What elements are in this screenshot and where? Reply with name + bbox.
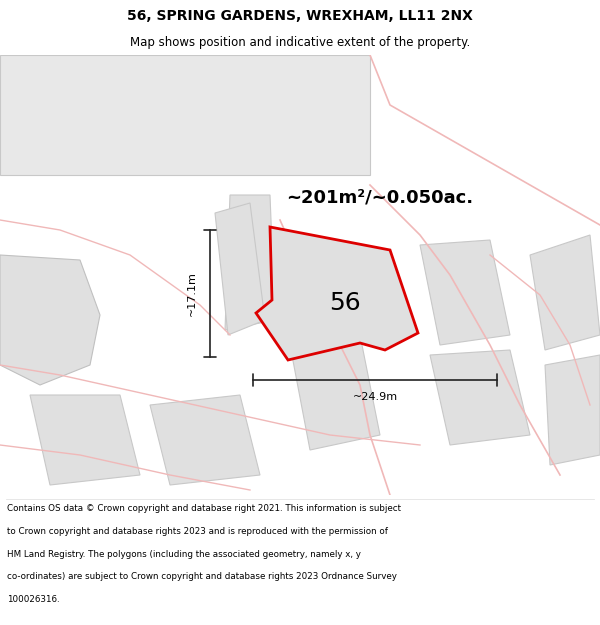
Text: 56, SPRING GARDENS, WREXHAM, LL11 2NX: 56, SPRING GARDENS, WREXHAM, LL11 2NX <box>127 9 473 24</box>
Polygon shape <box>215 203 265 335</box>
Polygon shape <box>420 240 510 345</box>
Polygon shape <box>225 195 275 330</box>
Text: ~24.9m: ~24.9m <box>352 392 398 402</box>
Text: Contains OS data © Crown copyright and database right 2021. This information is : Contains OS data © Crown copyright and d… <box>7 504 401 513</box>
Text: ~201m²/~0.050ac.: ~201m²/~0.050ac. <box>286 189 473 207</box>
Polygon shape <box>0 55 370 175</box>
Polygon shape <box>290 335 380 450</box>
Polygon shape <box>0 255 100 385</box>
Polygon shape <box>430 350 530 445</box>
Text: to Crown copyright and database rights 2023 and is reproduced with the permissio: to Crown copyright and database rights 2… <box>7 527 388 536</box>
Text: 100026316.: 100026316. <box>7 595 60 604</box>
Text: 56: 56 <box>329 291 361 315</box>
Polygon shape <box>530 235 600 350</box>
Polygon shape <box>256 227 418 360</box>
Text: ~17.1m: ~17.1m <box>187 271 197 316</box>
Text: HM Land Registry. The polygons (including the associated geometry, namely x, y: HM Land Registry. The polygons (includin… <box>7 549 361 559</box>
Polygon shape <box>30 395 140 485</box>
Text: co-ordinates) are subject to Crown copyright and database rights 2023 Ordnance S: co-ordinates) are subject to Crown copyr… <box>7 572 397 581</box>
Polygon shape <box>545 355 600 465</box>
Polygon shape <box>150 395 260 485</box>
Text: Map shows position and indicative extent of the property.: Map shows position and indicative extent… <box>130 36 470 49</box>
